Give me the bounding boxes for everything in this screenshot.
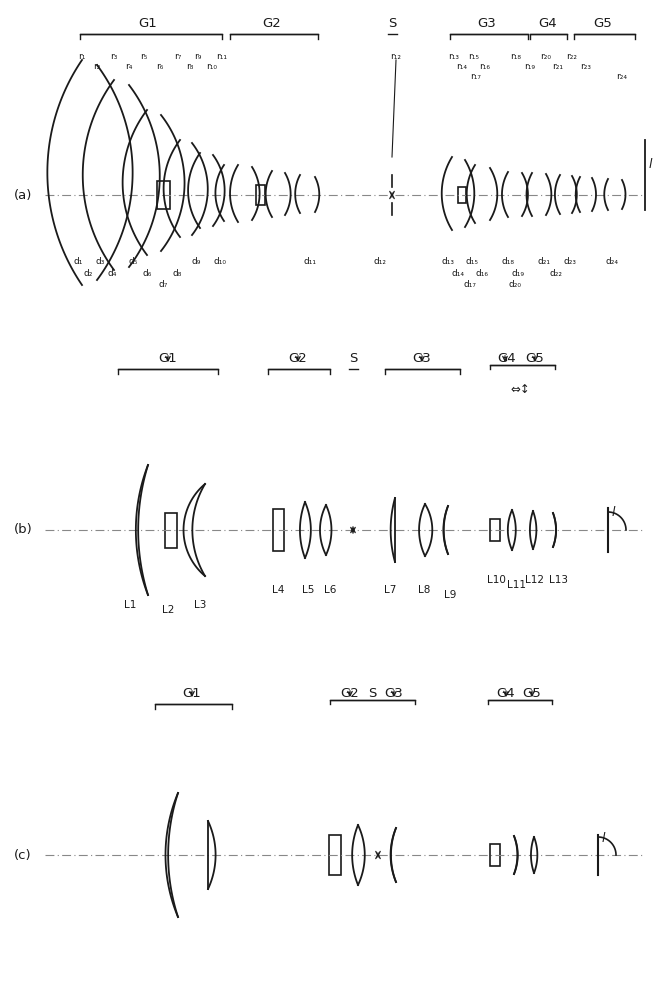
Text: G5: G5 <box>523 687 541 700</box>
Text: d₂₄: d₂₄ <box>605 257 619 266</box>
Text: G4: G4 <box>539 17 558 30</box>
Text: S: S <box>368 687 376 700</box>
Text: r₁₂: r₁₂ <box>391 52 401 61</box>
Bar <box>156 181 170 209</box>
Text: L5: L5 <box>302 585 314 595</box>
Text: r₂₄: r₂₄ <box>617 72 627 81</box>
Text: r₉: r₉ <box>195 52 202 61</box>
Text: d₁: d₁ <box>73 257 83 266</box>
Text: G1: G1 <box>139 17 158 30</box>
Text: L7: L7 <box>384 585 396 595</box>
Text: r₁₄: r₁₄ <box>456 62 468 71</box>
Bar <box>165 512 177 548</box>
Text: (c): (c) <box>14 848 32 861</box>
Text: G2: G2 <box>262 17 281 30</box>
Text: G4: G4 <box>497 687 515 700</box>
Text: G4: G4 <box>498 352 516 365</box>
Text: G2: G2 <box>289 352 307 365</box>
Text: r₁: r₁ <box>79 52 86 61</box>
Text: G5: G5 <box>525 352 544 365</box>
Text: d₁₀: d₁₀ <box>213 257 227 266</box>
Text: G2: G2 <box>341 687 360 700</box>
Text: r₈: r₈ <box>187 62 194 71</box>
Text: r₂₂: r₂₂ <box>566 52 578 61</box>
Bar <box>329 835 341 875</box>
Text: G1: G1 <box>183 687 201 700</box>
Text: L3: L3 <box>194 600 206 610</box>
Text: L4: L4 <box>272 585 285 595</box>
Text: d₁₃: d₁₃ <box>442 257 454 266</box>
Text: d₁₈: d₁₈ <box>501 257 515 266</box>
Text: (b): (b) <box>14 524 33 536</box>
Text: S: S <box>349 352 357 365</box>
Bar <box>490 844 500 866</box>
Text: d₄: d₄ <box>107 269 117 278</box>
Text: d₉: d₉ <box>191 257 201 266</box>
Text: d₁₂: d₁₂ <box>374 257 386 266</box>
Text: d₂: d₂ <box>83 269 93 278</box>
Bar <box>490 519 500 541</box>
Bar <box>458 187 466 203</box>
Text: d₇: d₇ <box>158 280 168 289</box>
Text: d₂₃: d₂₃ <box>564 257 576 266</box>
Text: d₁₆: d₁₆ <box>476 269 488 278</box>
Text: r₁₅: r₁₅ <box>468 52 480 61</box>
Text: d₁₄: d₁₄ <box>452 269 464 278</box>
Text: r₂: r₂ <box>93 62 101 71</box>
Text: r₇: r₇ <box>174 52 182 61</box>
Bar <box>272 509 284 551</box>
Text: r₂₁: r₂₁ <box>552 62 564 71</box>
Text: d₂₀: d₂₀ <box>509 280 521 289</box>
Text: r₁₈: r₁₈ <box>511 52 521 61</box>
Text: G3: G3 <box>384 687 403 700</box>
Text: L11: L11 <box>507 580 525 590</box>
Text: G1: G1 <box>158 352 177 365</box>
Text: l: l <box>649 158 652 172</box>
Text: L9: L9 <box>444 590 456 600</box>
Text: L8: L8 <box>418 585 430 595</box>
Text: ⇔↕: ⇔↕ <box>510 383 530 396</box>
Text: G3: G3 <box>413 352 431 365</box>
Text: d₈: d₈ <box>172 269 182 278</box>
Bar <box>256 185 264 205</box>
Text: G3: G3 <box>478 17 497 30</box>
Text: (a): (a) <box>14 188 32 202</box>
Text: r₅: r₅ <box>140 52 148 61</box>
Text: d₁₁: d₁₁ <box>303 257 317 266</box>
Text: d₃: d₃ <box>95 257 105 266</box>
Text: l: l <box>602 832 605 846</box>
Text: l: l <box>612 506 615 518</box>
Text: r₂₀: r₂₀ <box>541 52 552 61</box>
Text: d₁₉: d₁₉ <box>511 269 525 278</box>
Text: r₁₇: r₁₇ <box>470 72 482 81</box>
Text: L1: L1 <box>124 600 136 610</box>
Text: r₁₆: r₁₆ <box>480 62 491 71</box>
Text: d₁₅: d₁₅ <box>466 257 478 266</box>
Text: r₃: r₃ <box>110 52 117 61</box>
Text: r₆: r₆ <box>156 62 164 71</box>
Text: L10: L10 <box>486 575 505 585</box>
Text: L2: L2 <box>162 605 174 615</box>
Text: d₂₂: d₂₂ <box>550 269 562 278</box>
Text: r₁₁: r₁₁ <box>217 52 227 61</box>
Text: L6: L6 <box>324 585 336 595</box>
Text: r₄: r₄ <box>125 62 133 71</box>
Text: S: S <box>388 17 396 30</box>
Text: d₆: d₆ <box>142 269 152 278</box>
Text: G5: G5 <box>594 17 613 30</box>
Text: r₁₃: r₁₃ <box>448 52 460 61</box>
Text: d₅: d₅ <box>128 257 138 266</box>
Text: L13: L13 <box>548 575 568 585</box>
Text: r₁₉: r₁₉ <box>525 62 535 71</box>
Text: r₁₀: r₁₀ <box>207 62 217 71</box>
Text: d₁₇: d₁₇ <box>464 280 476 289</box>
Text: r₂₃: r₂₃ <box>580 62 592 71</box>
Text: d₂₁: d₂₁ <box>537 257 550 266</box>
Text: L12: L12 <box>525 575 544 585</box>
